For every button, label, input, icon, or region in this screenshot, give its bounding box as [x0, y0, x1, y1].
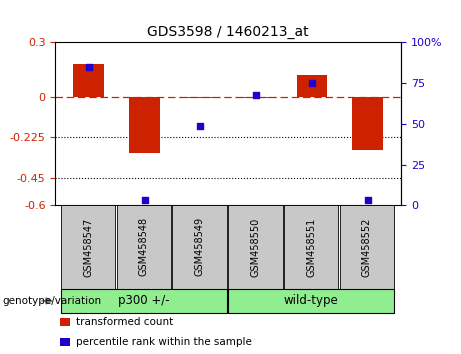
Bar — [352, 97, 383, 150]
Bar — [73, 64, 104, 97]
Text: transformed count: transformed count — [76, 317, 173, 327]
Text: GSM458548: GSM458548 — [139, 217, 149, 276]
Text: GSM458551: GSM458551 — [306, 217, 316, 276]
Point — [85, 64, 93, 70]
Bar — [296, 75, 327, 97]
Title: GDS3598 / 1460213_at: GDS3598 / 1460213_at — [148, 25, 309, 39]
Text: GSM458552: GSM458552 — [362, 217, 372, 276]
Bar — [241, 97, 272, 98]
Point — [364, 198, 371, 203]
Bar — [185, 97, 216, 98]
Text: genotype/variation: genotype/variation — [2, 296, 101, 306]
Text: wild-type: wild-type — [284, 295, 338, 307]
Bar — [129, 97, 160, 153]
Point — [197, 123, 204, 129]
Point — [252, 92, 260, 97]
Point — [141, 198, 148, 203]
Text: percentile rank within the sample: percentile rank within the sample — [76, 337, 252, 347]
Text: GSM458549: GSM458549 — [195, 217, 205, 276]
Text: p300 +/-: p300 +/- — [118, 295, 170, 307]
Point — [308, 80, 315, 86]
Text: GSM458550: GSM458550 — [250, 217, 260, 276]
Text: GSM458547: GSM458547 — [83, 217, 93, 276]
